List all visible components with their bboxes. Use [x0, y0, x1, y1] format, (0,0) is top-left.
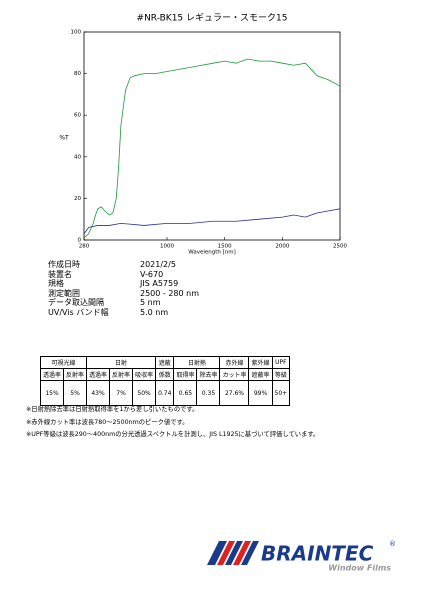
logo: BRAINTEC ® Window Films — [207, 540, 396, 573]
info-key: 測定範囲 — [48, 288, 80, 298]
subheader: 透過率 — [86, 368, 111, 381]
value-row: 15% 5% 43% 7% 50% 0.74 0.65 0.35 27.6% 99% 50+ — [39, 380, 291, 406]
info-key: データ取込間隔 — [48, 298, 104, 308]
subheader: 等級 — [271, 368, 291, 381]
value-cell: 5% — [63, 380, 88, 406]
logo-tagline: Window Films — [328, 564, 391, 573]
info-key: 作成日時 — [48, 260, 80, 269]
y-tick-label: 80 — [74, 71, 81, 77]
y-tick-label: 0 — [78, 238, 82, 244]
plot-frame — [83, 31, 341, 241]
info-value: 5.0 nm — [140, 307, 169, 317]
x-tick-label: 2000 — [275, 244, 289, 250]
logo-icon — [207, 541, 259, 565]
chart: #NR-BK15 レギュラー・スモーク15 %T Wavelength [nm]… — [59, 13, 347, 256]
property-table: 可視光線 日射 遮蔽 日射熱 赤外線 紫外線 UPF 透過率 反射率 透過率 反射率 吸収率 係数 取得率… — [39, 356, 291, 406]
subheader: カット率 — [219, 368, 250, 381]
info-row: 測定範囲 2500 - 280 nm — [48, 289, 199, 299]
info-row: 規格 JIS A5759 — [48, 279, 199, 289]
x-tick-label: 1500 — [218, 244, 232, 250]
y-tick-label: 40 — [74, 154, 81, 160]
info-value: 2021/2/5 — [140, 260, 176, 269]
value-cell: 0.65 — [173, 380, 198, 406]
y-tick-label: 60 — [74, 113, 81, 119]
x-axis-label: Wavelength [nm] — [188, 250, 236, 256]
notes: ※日射熱除去率は日射熱取得率を1から差し引いたものです。 ※赤外線カット率は波長7… — [26, 404, 319, 442]
note: ※日射熱除去率は日射熱取得率を1から差し引いたものです。 — [26, 406, 199, 413]
subheader: 取得率 — [173, 368, 198, 381]
x-tick-label: 280 — [79, 244, 90, 250]
logo-mark: ® — [389, 540, 396, 548]
value-cell: 27.6% — [219, 380, 250, 406]
info-row: UV/Vis バンド幅 5.0 nm — [48, 308, 199, 318]
x-tick-label: 1000 — [160, 244, 174, 250]
subheader: 遮蔽率 — [248, 368, 273, 381]
group-header: 日射熱 — [173, 356, 221, 369]
value-cell: 50% — [132, 380, 157, 406]
value-cell: 0.35 — [196, 380, 221, 406]
info-value: JIS A5759 — [140, 279, 179, 289]
info-key: UV/Vis バンド幅 — [48, 307, 109, 317]
group-header: 赤外線 — [219, 356, 250, 369]
note: ※赤外線カット率は波長780～2500nmのピーク値です。 — [26, 418, 189, 426]
value-cell: 43% — [86, 380, 111, 406]
subheader: 吸収率 — [132, 368, 157, 381]
y-axis-label: %T — [59, 135, 69, 142]
subheader-row: 透過率 反射率 透過率 反射率 吸収率 係数 取得率 除去率 カット率 遮蔽率 等級 — [39, 368, 291, 381]
series-line — [83, 208, 341, 234]
info-value: V-670 — [140, 269, 164, 279]
group-header: UPF — [271, 356, 291, 369]
subheader: 透過率 — [39, 368, 65, 381]
value-cell: 15% — [39, 380, 65, 406]
y-tick-label: 20 — [74, 196, 81, 202]
info-value: 2500 - 280 nm — [140, 288, 200, 298]
logo-name: BRAINTEC — [261, 542, 374, 566]
subheader: 反射率 — [63, 368, 88, 381]
value-cell: 99% — [248, 380, 273, 406]
info-row: データ取込間隔 5 nm — [48, 298, 199, 308]
info-value: 5 nm — [140, 298, 161, 308]
header-row: 可視光線 日射 遮蔽 日射熱 赤外線 紫外線 UPF — [39, 356, 291, 369]
info-key: 規格 — [48, 279, 64, 289]
chart-title: #NR-BK15 レギュラー・スモーク15 — [137, 13, 288, 24]
value-cell: 50+ — [271, 380, 291, 406]
series-line — [83, 58, 341, 239]
subheader: 係数 — [155, 368, 175, 381]
group-header: 日射 — [86, 356, 157, 369]
value-cell: 0.74 — [155, 380, 175, 406]
value-cell: 7% — [109, 380, 134, 406]
info-row: 作成日時 2021/2/5 — [48, 260, 199, 270]
y-tick-label: 100 — [71, 30, 82, 36]
group-header: 紫外線 — [248, 356, 273, 369]
x-tick-label: 2500 — [333, 244, 347, 250]
info-row: 装置名 V-670 — [48, 270, 199, 280]
subheader: 反射率 — [109, 368, 134, 381]
note: ※UPF等級は波長290～400nmの分光透過スペクトルを計測し、JIS L19… — [26, 431, 320, 438]
group-header: 可視光線 — [39, 356, 88, 369]
info-key: 装置名 — [48, 269, 72, 279]
info-list: 作成日時 2021/2/5 装置名 V-670 規格 JIS A5759 測定範囲 2500 … — [48, 260, 199, 318]
group-header: 遮蔽 — [155, 356, 175, 369]
subheader: 除去率 — [196, 368, 221, 381]
